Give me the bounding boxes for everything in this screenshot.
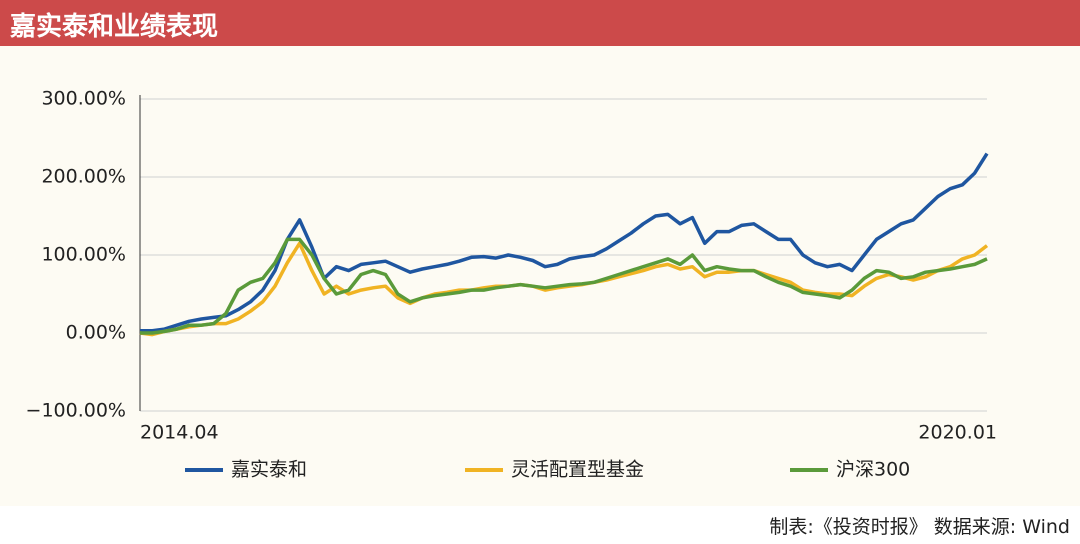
y-tick-label: 0.00% [66,322,126,344]
series-line [140,152,989,333]
y-tick-label: 200.00% [41,166,126,188]
series-line [140,237,988,335]
x-tick-label: 2020.01 [918,422,997,444]
header-bar: 嘉实泰和业绩表现 [0,0,1080,46]
legend-label: 嘉实泰和 [231,459,307,481]
y-tick-label: −100.00% [26,400,126,422]
y-tick-label: 300.00% [41,88,126,110]
chart: −100.00% 0.00% 100.00% 200.00% 300.00% 2014.0… [0,46,1080,506]
legend-label: 沪深300 [836,459,910,481]
y-tick-label: 100.00% [41,244,126,266]
x-tick-label: 2014.04 [140,422,219,444]
legend-label: 灵活配置型基金 [511,459,644,481]
source-note: 制表:《投资时报》 数据来源: Wind [769,516,1070,538]
chart-title: 嘉实泰和业绩表现 [10,12,219,42]
